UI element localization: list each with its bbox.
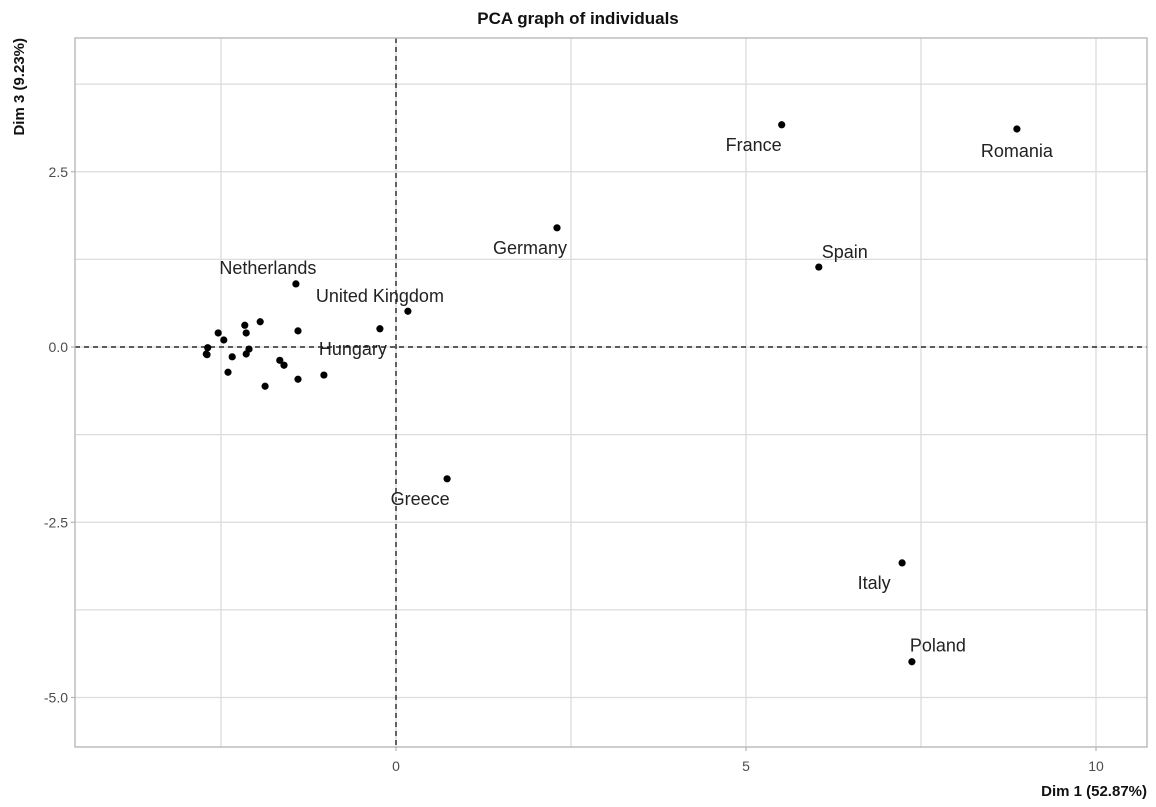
chart-title: PCA graph of individuals xyxy=(477,9,679,28)
data-point-spain xyxy=(815,263,823,271)
point-label-germany: Germany xyxy=(493,238,567,258)
y-axis-title: Dim 3 (9.23%) xyxy=(11,38,28,136)
data-point-france xyxy=(778,121,786,129)
data-point xyxy=(242,350,250,358)
data-point xyxy=(294,375,302,383)
point-label-netherlands: Netherlands xyxy=(219,258,316,278)
y-axis-ticks: -5.0 -2.5 0.0 2.5 xyxy=(44,164,75,706)
point-label-greece: Greece xyxy=(391,489,450,509)
data-point-greece xyxy=(443,475,451,483)
data-point xyxy=(241,321,249,329)
data-points xyxy=(202,121,1021,666)
data-point xyxy=(320,371,328,379)
point-label-poland: Poland xyxy=(910,636,966,656)
data-point xyxy=(204,344,212,352)
data-point xyxy=(220,336,228,344)
data-point-united-kingdom xyxy=(404,307,412,315)
point-label-hungary: Hungary xyxy=(319,339,387,359)
panel-border xyxy=(74,37,1148,748)
reference-lines xyxy=(75,38,1147,747)
data-point xyxy=(276,356,284,364)
y-tick-label: -2.5 xyxy=(44,514,68,530)
data-point-netherlands xyxy=(292,280,300,288)
data-point xyxy=(214,329,222,337)
data-point xyxy=(228,353,236,361)
data-point-germany xyxy=(553,224,561,232)
x-tick-label: 0 xyxy=(392,758,400,774)
data-point-romania xyxy=(1013,125,1021,133)
x-axis-ticks: 0 5 10 xyxy=(392,747,1104,774)
point-labels: France Romania Spain Germany United Kingdom G… xyxy=(219,135,1054,656)
x-axis-title: Dim 1 (52.87%) xyxy=(1041,783,1147,800)
data-point xyxy=(224,368,232,376)
data-point xyxy=(256,318,264,326)
data-point-poland xyxy=(908,658,916,666)
data-point-hungary xyxy=(376,325,384,333)
data-point xyxy=(203,351,211,359)
plot-panel: France Romania Spain Germany United Kingdom G… xyxy=(74,37,1148,748)
point-label-france: France xyxy=(726,135,782,155)
y-tick-label: 2.5 xyxy=(49,164,69,180)
point-label-spain: Spain xyxy=(822,242,868,262)
point-label-italy: Italy xyxy=(858,573,891,593)
data-point xyxy=(242,329,250,337)
data-point xyxy=(280,361,288,369)
data-point xyxy=(261,382,269,390)
y-tick-label: -5.0 xyxy=(44,690,68,706)
point-label-romania: Romania xyxy=(981,141,1054,161)
y-tick-label: 0.0 xyxy=(49,339,69,355)
data-point-italy xyxy=(898,559,906,567)
x-tick-label: 10 xyxy=(1088,758,1104,774)
x-tick-label: 5 xyxy=(742,758,750,774)
data-point xyxy=(294,327,302,335)
point-label-united-kingdom: United Kingdom xyxy=(316,286,444,306)
